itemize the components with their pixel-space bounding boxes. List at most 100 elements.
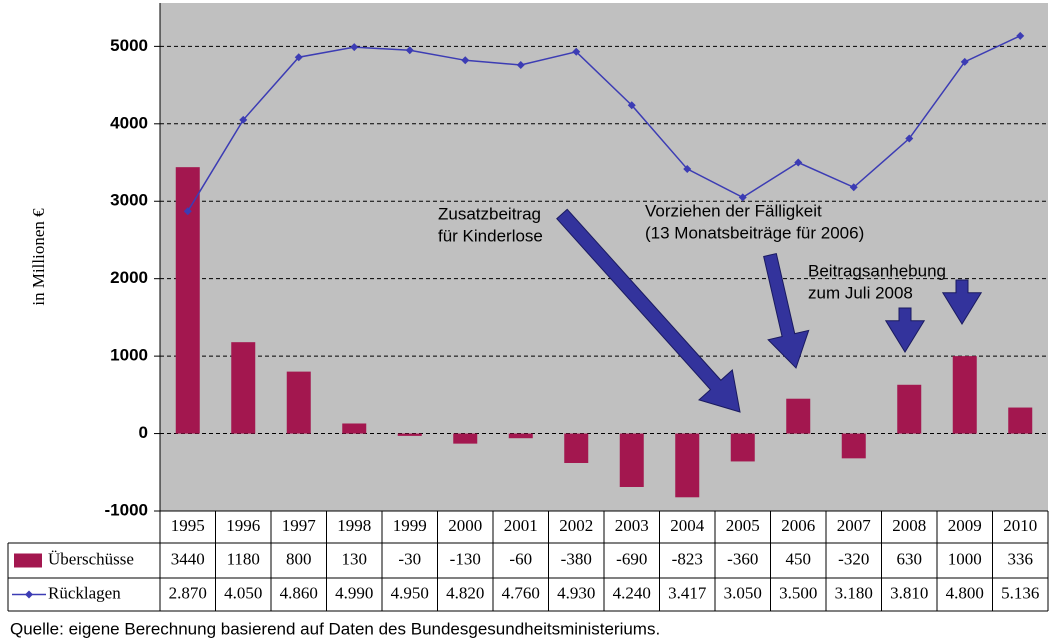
table-value: 4.050 <box>224 583 262 602</box>
x-tick-label: 1997 <box>282 516 317 535</box>
x-tick-label: 2007 <box>837 516 872 535</box>
y-tick-label: 4000 <box>110 113 148 132</box>
bar <box>675 433 700 498</box>
marker <box>405 46 414 55</box>
annotation: Vorziehen der Fälligkeit <box>645 201 822 220</box>
annotation-arrow <box>884 307 926 353</box>
y-tick-label: 1000 <box>110 346 148 365</box>
y-tick-label: -1000 <box>105 500 148 519</box>
marker <box>1016 31 1025 40</box>
bar <box>175 167 200 434</box>
bar <box>952 356 977 434</box>
legend-label: Überschüsse <box>48 549 134 568</box>
x-tick-label: 2010 <box>1003 516 1037 535</box>
bar <box>564 433 589 463</box>
annotation: Zusatzbeitrag <box>438 204 541 223</box>
x-tick-label: 2000 <box>448 516 482 535</box>
table-value: 2.870 <box>169 583 207 602</box>
marker <box>572 47 581 56</box>
bar <box>1008 407 1033 434</box>
table-value: -380 <box>561 549 592 568</box>
table-value: -30 <box>398 549 421 568</box>
x-tick-label: 1995 <box>171 516 205 535</box>
table-value: 3.180 <box>835 583 873 602</box>
y-tick-label: 2000 <box>110 268 148 287</box>
x-tick-label: 2001 <box>504 516 538 535</box>
table-value: 4.800 <box>946 583 984 602</box>
annotation: Beitragsanhebung <box>808 261 946 280</box>
annotation: (13 Monatsbeiträge für 2006) <box>645 223 864 242</box>
x-tick-label: 1999 <box>393 516 427 535</box>
bar <box>286 371 311 434</box>
marker <box>849 183 858 192</box>
table-value: 336 <box>1008 549 1034 568</box>
x-tick-label: 2003 <box>615 516 649 535</box>
marker <box>905 134 914 143</box>
x-tick-label: 2005 <box>726 516 760 535</box>
y-tick-label: 3000 <box>110 191 148 210</box>
table-value: 4.820 <box>446 583 484 602</box>
table-value: 4.990 <box>335 583 373 602</box>
x-tick-label: 2008 <box>892 516 926 535</box>
table-value: 5.136 <box>1001 583 1039 602</box>
marker <box>683 164 692 173</box>
y-axis-label: in Millionen € <box>29 208 48 306</box>
annotation: für Kinderlose <box>438 226 543 245</box>
table-value: 630 <box>897 549 923 568</box>
marker <box>461 56 470 65</box>
source: Quelle: eigene Berechnung basierend auf … <box>10 619 660 638</box>
marker <box>183 207 192 216</box>
marker <box>350 43 359 52</box>
marker <box>516 60 525 69</box>
x-tick-label: 2004 <box>670 516 705 535</box>
bar <box>897 384 922 434</box>
marker <box>239 115 248 124</box>
table-value: 3.500 <box>779 583 817 602</box>
legend-marker <box>25 590 33 599</box>
marker <box>794 158 803 167</box>
x-tick-label: 1998 <box>337 516 371 535</box>
table-value: -130 <box>450 549 481 568</box>
table-value: -60 <box>509 549 532 568</box>
marker <box>294 53 303 62</box>
table-value: 4.240 <box>613 583 651 602</box>
table-value: 4.930 <box>557 583 595 602</box>
table-value: 1180 <box>227 549 260 568</box>
annotation: zum Juli 2008 <box>808 283 913 302</box>
table-value: 3.050 <box>724 583 762 602</box>
y-tick-label: 5000 <box>110 36 148 55</box>
table-value: -690 <box>616 549 647 568</box>
legend-label: Rücklagen <box>48 583 121 602</box>
bar <box>342 423 367 434</box>
bar <box>397 433 422 436</box>
x-tick-label: 1996 <box>226 516 260 535</box>
bar <box>453 433 478 444</box>
annotation-arrow <box>941 279 983 325</box>
table-value: 450 <box>786 549 812 568</box>
table-value: 800 <box>286 549 312 568</box>
table-value: -823 <box>672 549 703 568</box>
bar <box>508 433 533 439</box>
bar <box>619 433 644 487</box>
table-value: 4.860 <box>280 583 318 602</box>
marker <box>627 101 636 110</box>
marker <box>960 57 969 66</box>
table-value: 4.950 <box>391 583 429 602</box>
y-tick-label: 0 <box>139 423 148 442</box>
marker <box>738 193 747 202</box>
x-tick-label: 2006 <box>781 516 815 535</box>
table-value: 3.810 <box>890 583 928 602</box>
table-value: 130 <box>342 549 368 568</box>
legend-swatch <box>14 553 42 568</box>
table-value: 4.760 <box>502 583 540 602</box>
bar <box>841 433 866 459</box>
line <box>187 35 1021 212</box>
table-value: 3440 <box>171 549 205 568</box>
bar <box>730 433 755 462</box>
x-tick-label: 2009 <box>948 516 982 535</box>
table-value: 3.417 <box>668 583 707 602</box>
table-value: 1000 <box>948 549 982 568</box>
x-tick-label: 2002 <box>559 516 593 535</box>
bar <box>231 342 256 434</box>
